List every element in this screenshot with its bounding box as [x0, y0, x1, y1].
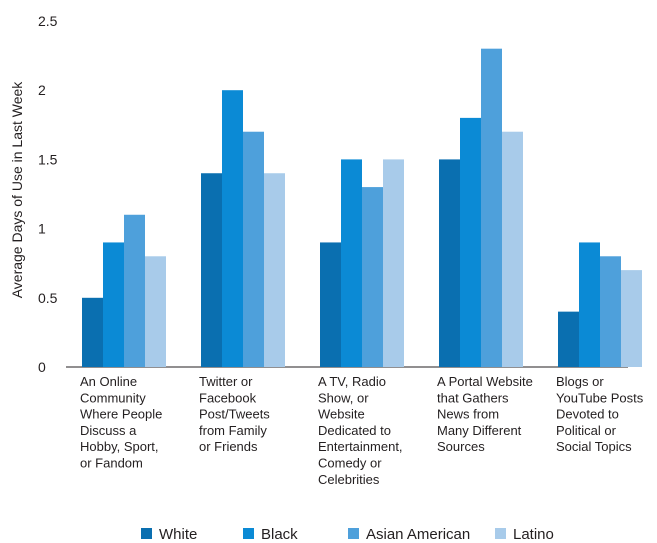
bar	[439, 159, 460, 367]
bar	[201, 173, 222, 367]
legend-label: Latino	[513, 526, 554, 543]
y-tick-label: 0.5	[38, 290, 58, 306]
bar	[383, 159, 404, 367]
y-tick-label: 1	[38, 221, 46, 237]
bar	[103, 242, 124, 367]
legend-label: Black	[261, 526, 298, 543]
bar	[124, 214, 145, 367]
y-axis-label: Average Days of Use in Last Week	[9, 81, 25, 299]
bar	[558, 311, 579, 367]
y-tick-label: 1.5	[38, 151, 58, 167]
legend-swatch	[348, 528, 359, 539]
bar	[222, 90, 243, 367]
y-tick-label: 2.5	[38, 13, 58, 29]
x-tick-label: Blogs or YouTube Posts Devoted to Political…	[556, 374, 644, 454]
bar	[600, 256, 621, 367]
bar	[481, 48, 502, 368]
bar	[341, 159, 362, 367]
legend-swatch	[141, 528, 152, 539]
bar	[320, 242, 341, 367]
bar	[460, 117, 481, 367]
bar	[579, 242, 600, 367]
y-tick-label: 0	[38, 359, 46, 375]
y-tick-label: 2	[38, 82, 46, 98]
x-tick-label: A Portal Website that Gathers News from Man…	[437, 374, 533, 454]
legend-swatch	[243, 528, 254, 539]
bar	[502, 131, 523, 367]
legend-swatch	[495, 528, 506, 539]
x-tick-label: Twitter or Facebook Post/Tweets from Family…	[199, 374, 270, 454]
legend-label: White	[159, 526, 197, 543]
bar	[362, 187, 383, 367]
x-tick-label: A TV, Radio Show, or Website Dedicated to En…	[318, 374, 403, 487]
bar	[82, 297, 103, 367]
legend-label: Asian American	[366, 526, 470, 543]
bar	[145, 256, 166, 367]
bar	[243, 131, 264, 367]
bar	[621, 270, 642, 367]
bar	[264, 173, 285, 367]
